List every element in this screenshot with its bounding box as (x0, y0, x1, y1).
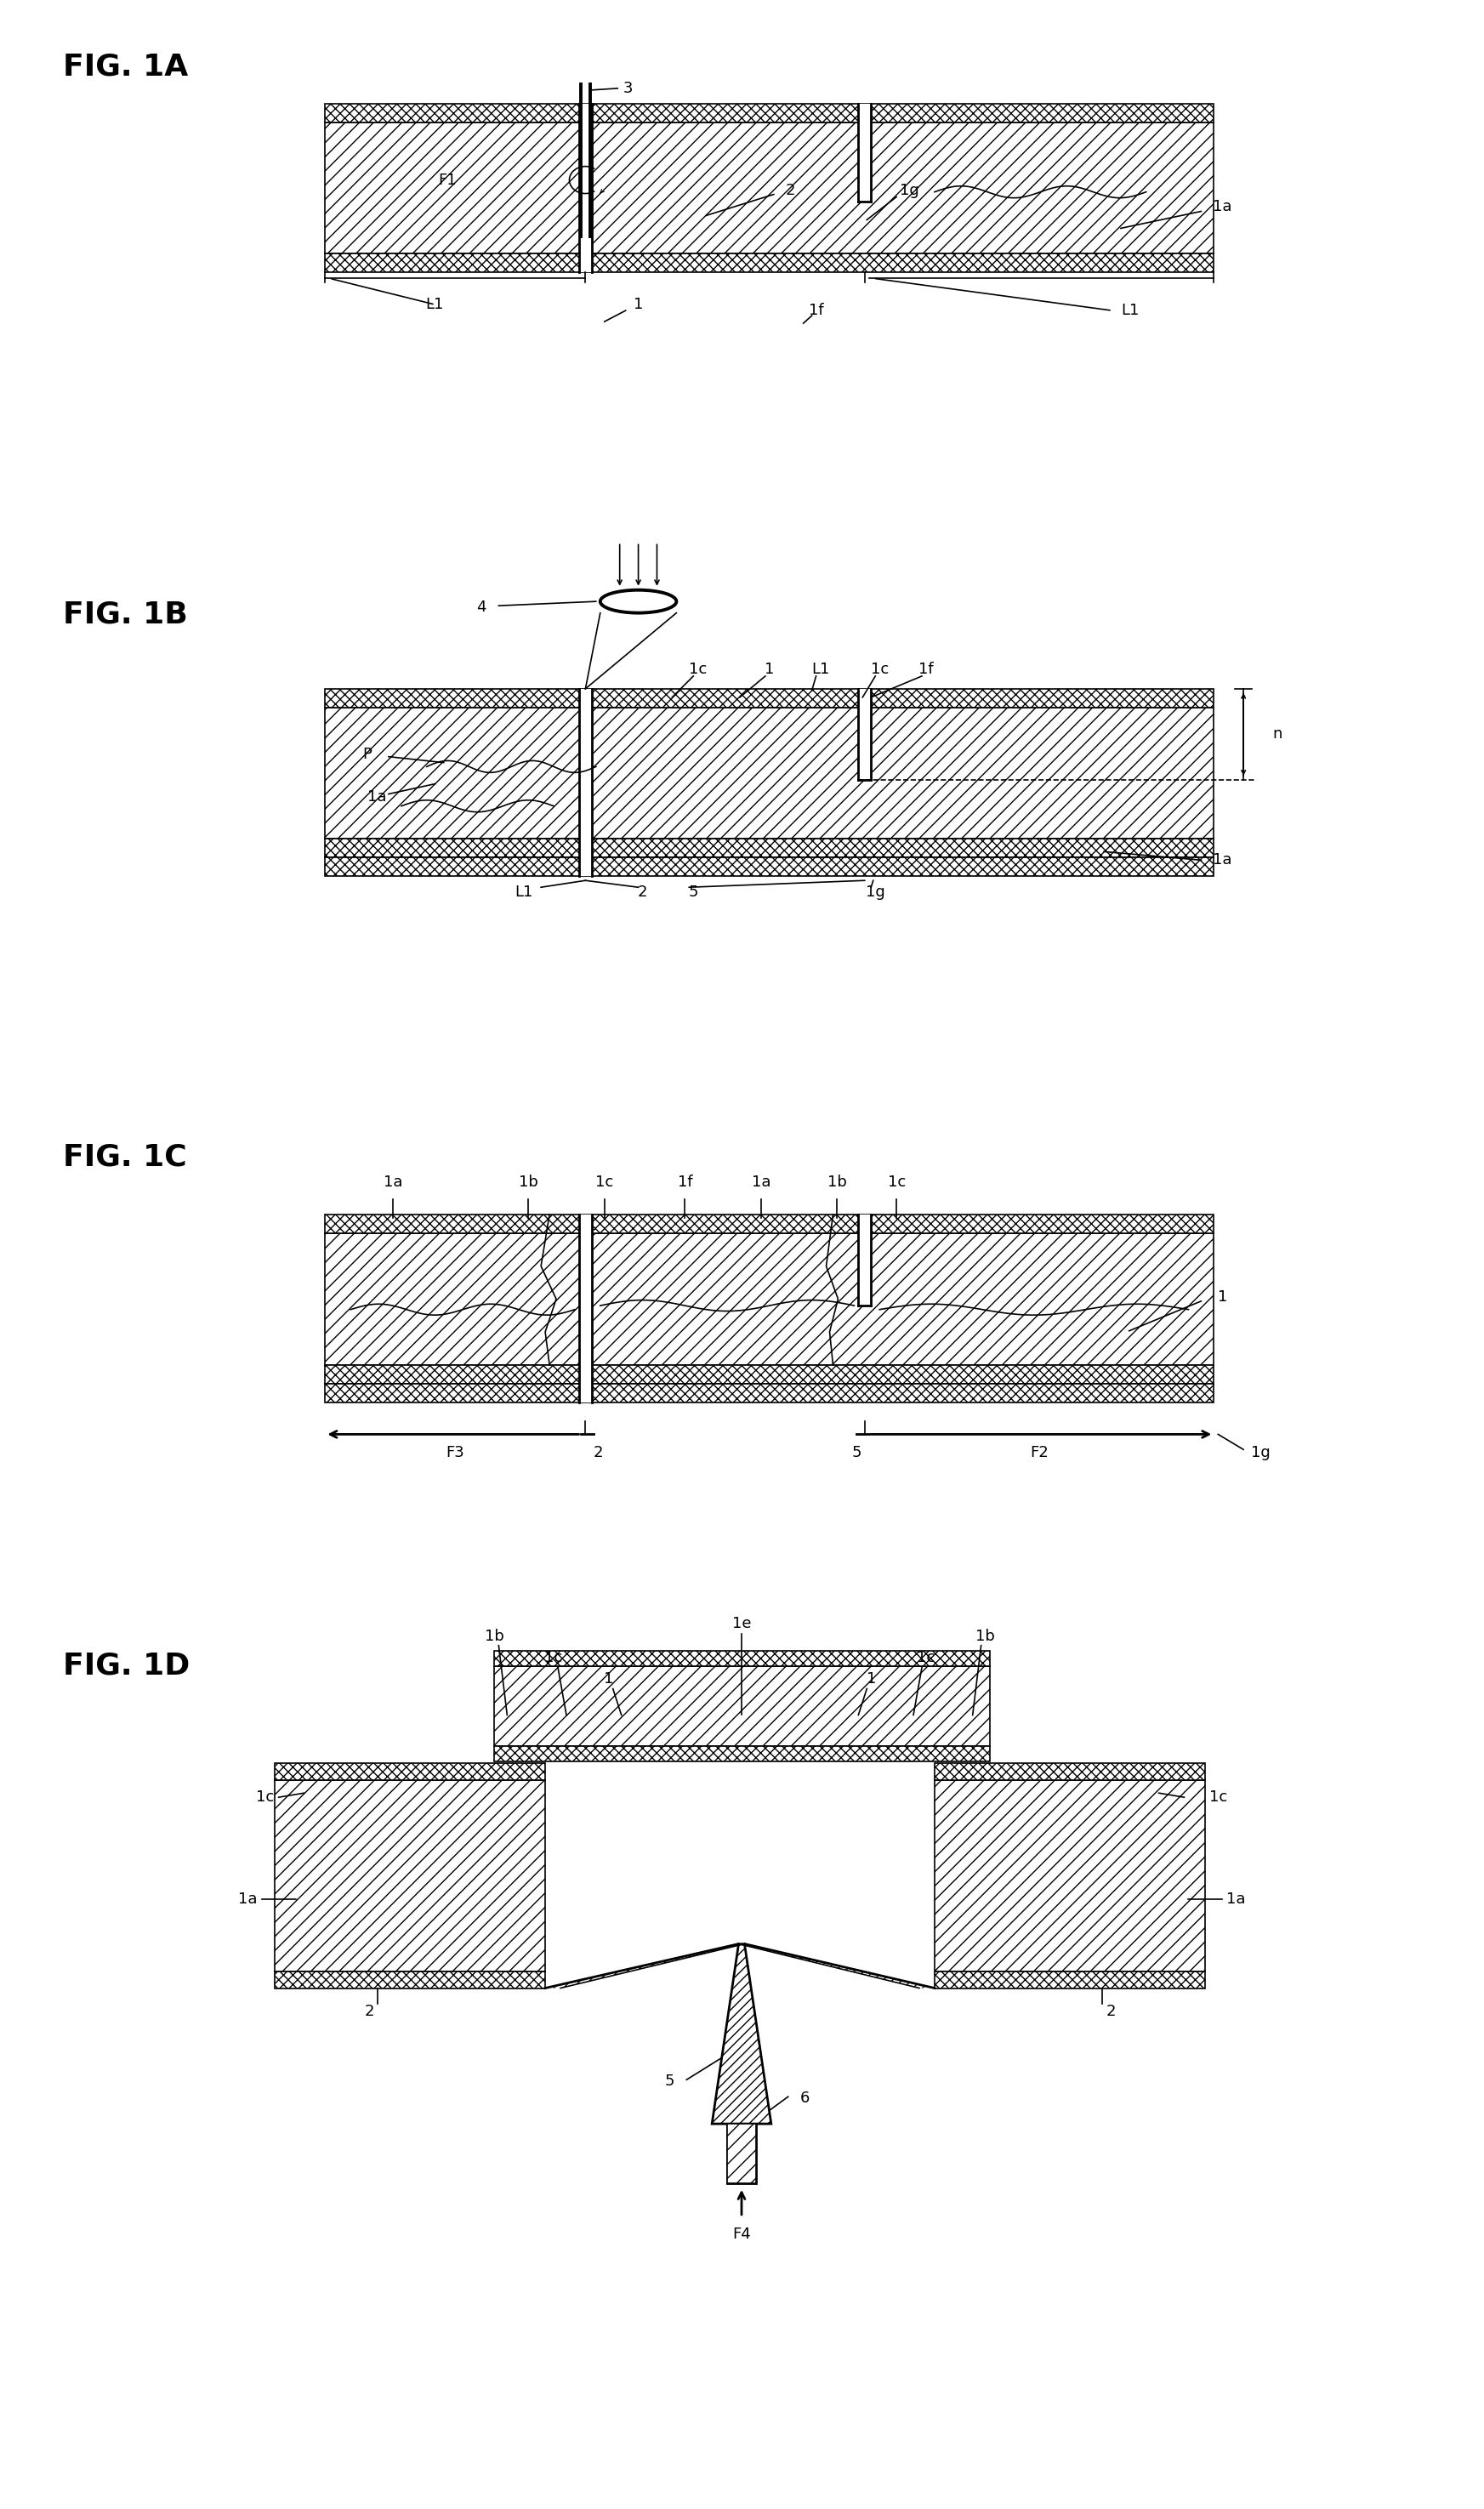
Bar (858, 1214, 871, 1305)
Bar (494, 1666, 990, 1746)
Text: L1: L1 (426, 296, 444, 311)
Bar (579, 690, 592, 876)
Bar (858, 103, 871, 201)
Text: 1: 1 (867, 1671, 876, 1686)
Text: 1f: 1f (809, 304, 824, 319)
Ellipse shape (600, 590, 677, 612)
Text: 1c: 1c (887, 1174, 905, 1189)
Text: 2: 2 (364, 2005, 374, 2020)
Bar (325, 838, 1214, 858)
Text: 2: 2 (785, 183, 795, 198)
Text: 2: 2 (594, 1445, 603, 1460)
Text: 1a: 1a (368, 788, 387, 805)
Text: 1c: 1c (871, 662, 889, 677)
Text: 1c: 1c (1209, 1789, 1227, 1804)
Text: 1a: 1a (751, 1174, 770, 1189)
Text: 1f: 1f (919, 662, 933, 677)
Bar (325, 123, 1214, 253)
Text: F4: F4 (732, 2225, 751, 2241)
Bar (579, 103, 592, 273)
Text: 1c: 1c (689, 662, 706, 677)
Text: 1a: 1a (383, 1174, 402, 1189)
Text: 1a: 1a (1227, 1892, 1245, 1907)
Bar (275, 1781, 545, 1972)
Text: L1: L1 (1120, 304, 1138, 319)
Bar (325, 690, 1214, 708)
Bar (494, 1746, 990, 1761)
Text: 1: 1 (634, 296, 643, 311)
Text: FIG. 1D: FIG. 1D (62, 1651, 190, 1681)
Text: 1g: 1g (899, 183, 919, 198)
Text: F1: F1 (438, 173, 457, 188)
Bar (325, 253, 1214, 273)
Polygon shape (712, 1944, 772, 2123)
Text: 1: 1 (604, 1671, 613, 1686)
Bar (325, 103, 1214, 123)
Text: 3: 3 (623, 80, 632, 95)
Text: 1b: 1b (828, 1174, 847, 1189)
Text: 1a: 1a (239, 1892, 257, 1907)
Text: 1g: 1g (865, 886, 884, 901)
Text: 1c: 1c (917, 1651, 935, 1666)
Text: F2: F2 (1030, 1445, 1049, 1460)
Text: 5: 5 (689, 886, 699, 901)
Text: 1f: 1f (677, 1174, 693, 1189)
Text: 1a: 1a (1212, 853, 1232, 868)
Text: 1g: 1g (1251, 1445, 1270, 1460)
Bar (494, 1651, 990, 1666)
Text: F3: F3 (447, 1445, 464, 1460)
Polygon shape (545, 1944, 743, 1987)
Bar (325, 1214, 1214, 1234)
Text: 1c: 1c (595, 1174, 613, 1189)
Bar (275, 1764, 545, 1781)
Text: L1: L1 (515, 886, 533, 901)
Bar (935, 1764, 1205, 1781)
Bar (727, 2123, 757, 2183)
Text: 5: 5 (665, 2075, 675, 2090)
Text: 2: 2 (638, 886, 647, 901)
Bar (858, 690, 871, 780)
Text: n: n (1272, 728, 1282, 743)
Text: 1b: 1b (518, 1174, 539, 1189)
Text: 2: 2 (1106, 2005, 1116, 2020)
Text: 1: 1 (1217, 1290, 1227, 1305)
Text: 4: 4 (476, 600, 485, 615)
Text: FIG. 1B: FIG. 1B (62, 600, 187, 630)
Text: FIG. 1A: FIG. 1A (62, 53, 188, 83)
Text: P: P (364, 748, 372, 763)
Bar (579, 1214, 592, 1403)
Bar (325, 1234, 1214, 1365)
Text: L1: L1 (812, 662, 830, 677)
Text: 1c: 1c (545, 1651, 562, 1666)
Text: FIG. 1C: FIG. 1C (62, 1142, 187, 1172)
Polygon shape (739, 1944, 935, 1987)
Bar (325, 708, 1214, 838)
Text: 6: 6 (800, 2090, 810, 2105)
Text: 5: 5 (852, 1445, 861, 1460)
Bar (325, 858, 1214, 876)
Text: 1a: 1a (1212, 198, 1232, 216)
Text: 1c: 1c (257, 1789, 275, 1804)
Bar (325, 1365, 1214, 1382)
Bar (727, 2123, 757, 2183)
Text: 1e: 1e (732, 1616, 751, 1631)
Bar (325, 1382, 1214, 1403)
Bar (935, 1781, 1205, 1972)
Bar (275, 1972, 545, 1987)
Text: 1b: 1b (975, 1628, 996, 1643)
Text: 1b: 1b (485, 1628, 505, 1643)
Text: 1: 1 (764, 662, 775, 677)
Bar (935, 1972, 1205, 1987)
